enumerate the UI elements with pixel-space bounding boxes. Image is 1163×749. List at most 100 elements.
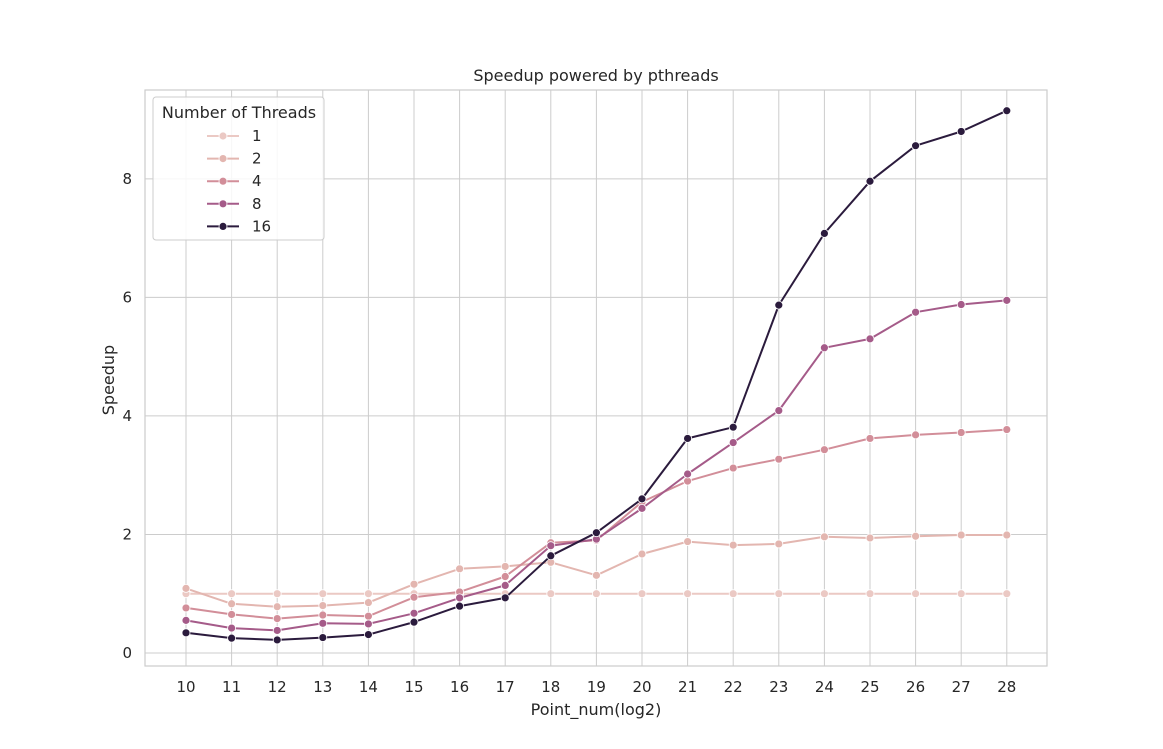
x-tick-label: 19 (587, 678, 606, 696)
x-tick-label: 16 (450, 678, 469, 696)
data-point (181, 615, 191, 625)
data-point (911, 589, 920, 599)
data-point (820, 229, 829, 238)
data-point (455, 564, 465, 574)
data-point (820, 589, 829, 599)
data-point (683, 537, 692, 546)
x-tick-label: 24 (815, 678, 834, 696)
data-point (820, 343, 829, 353)
x-tick-label: 20 (632, 678, 651, 696)
data-point (911, 141, 920, 151)
legend-items: 1 2 4 8 16 (207, 127, 271, 235)
data-point (546, 541, 556, 551)
data-point (911, 531, 920, 541)
data-point (865, 434, 875, 443)
x-tick-label: 22 (724, 678, 743, 696)
data-point (181, 583, 191, 593)
legend-swatch-marker (218, 176, 228, 186)
data-point (500, 581, 510, 590)
data-point (911, 307, 920, 317)
data-point (181, 603, 191, 613)
data-point (227, 633, 237, 643)
y-tick-label: 0 (122, 644, 132, 662)
data-point (546, 551, 556, 561)
legend-item-4: 4 (207, 172, 262, 190)
data-point (455, 601, 465, 611)
y-tick-labels: 0 2 4 6 8 (122, 170, 132, 662)
data-point (181, 628, 191, 638)
data-point (363, 619, 373, 629)
legend-swatch-marker (218, 199, 228, 209)
data-point (728, 540, 738, 550)
data-point (683, 469, 692, 479)
y-axis-label: Speedup (99, 345, 118, 415)
x-tick-label: 18 (541, 678, 560, 696)
data-point (683, 434, 692, 443)
data-point (1002, 295, 1012, 305)
data-point (1002, 425, 1012, 434)
x-tick-label: 28 (997, 678, 1016, 696)
x-axis-label: Point_num(log2) (531, 700, 662, 720)
data-point (637, 589, 647, 599)
legend-label: 2 (252, 150, 262, 168)
legend-swatch-marker (218, 154, 228, 164)
y-tick-label: 4 (122, 407, 132, 425)
data-point (774, 454, 784, 464)
data-point (956, 127, 966, 136)
y-tick-label: 8 (122, 170, 132, 188)
data-point (318, 618, 328, 628)
data-point (409, 592, 419, 602)
x-tick-label: 17 (496, 678, 515, 696)
data-point (728, 438, 738, 447)
data-point (1002, 106, 1012, 116)
data-point (637, 503, 647, 513)
data-point (956, 300, 966, 309)
legend-title: Number of Threads (162, 103, 316, 122)
series-8 (181, 295, 1012, 635)
legend: Number of Threads 1 2 4 8 16 (152, 96, 325, 241)
data-point (272, 614, 282, 623)
x-tick-label: 27 (952, 678, 971, 696)
legend-item-16: 16 (207, 217, 271, 235)
data-point (683, 589, 692, 599)
series-2 (181, 530, 1012, 612)
legend-label: 4 (252, 172, 262, 190)
series-layer (181, 106, 1012, 645)
data-point (500, 593, 510, 603)
x-tick-label: 11 (222, 678, 241, 696)
legend-item-1: 1 (207, 127, 262, 145)
data-point (363, 598, 373, 607)
data-point (728, 589, 738, 599)
data-point (227, 599, 237, 609)
data-point (363, 630, 373, 639)
data-point (272, 626, 282, 635)
data-point (363, 611, 373, 621)
data-point (409, 617, 419, 627)
data-point (500, 562, 510, 571)
x-tick-label: 12 (268, 678, 287, 696)
data-point (728, 422, 738, 432)
data-point (500, 572, 510, 581)
legend-label: 1 (252, 127, 262, 145)
data-point (865, 334, 875, 344)
x-tick-label: 26 (906, 678, 925, 696)
data-point (318, 589, 328, 599)
data-point (363, 589, 373, 599)
data-point (272, 602, 282, 612)
legend-label: 8 (252, 195, 262, 213)
legend-swatch-marker (218, 221, 228, 231)
x-tick-label: 10 (176, 678, 195, 696)
data-point (592, 570, 601, 580)
data-point (820, 532, 829, 542)
data-point (865, 589, 875, 599)
x-tick-label: 21 (678, 678, 697, 696)
series-16 (181, 106, 1012, 645)
data-point (865, 176, 875, 186)
data-point (318, 601, 328, 610)
plot-frame (144, 89, 1048, 667)
data-point (409, 579, 419, 589)
data-point (956, 428, 966, 437)
data-point (592, 528, 601, 538)
data-point (774, 539, 784, 549)
